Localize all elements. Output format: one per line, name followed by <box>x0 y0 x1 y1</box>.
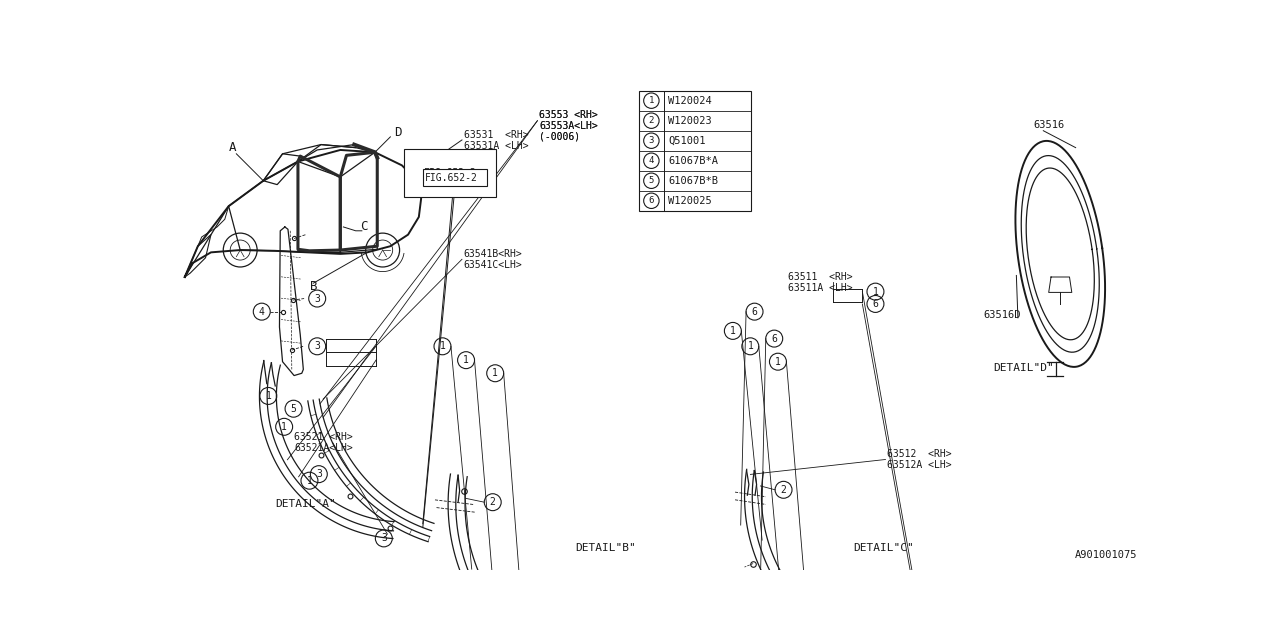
Text: 3: 3 <box>381 533 387 543</box>
Text: 6: 6 <box>751 307 758 317</box>
Text: 61067B*B: 61067B*B <box>668 176 718 186</box>
Text: DETAIL"A": DETAIL"A" <box>275 499 337 509</box>
Text: 2: 2 <box>490 497 495 507</box>
Text: 63521A<LH>: 63521A<LH> <box>294 443 353 453</box>
Text: A: A <box>229 141 237 154</box>
Text: 63531A <LH>: 63531A <LH> <box>463 141 529 151</box>
Text: 1: 1 <box>649 96 654 105</box>
Text: 1: 1 <box>493 368 498 378</box>
Text: 63553 <RH>: 63553 <RH> <box>539 110 598 120</box>
Text: 1: 1 <box>730 326 736 336</box>
Text: W120024: W120024 <box>668 95 712 106</box>
Text: 1: 1 <box>463 355 468 365</box>
Text: 1: 1 <box>439 341 445 351</box>
Text: B: B <box>310 280 317 292</box>
Text: 3: 3 <box>316 469 321 479</box>
Text: 63553A<LH>: 63553A<LH> <box>539 121 598 131</box>
Text: 6: 6 <box>772 333 777 344</box>
Text: 63541B<RH>: 63541B<RH> <box>463 249 522 259</box>
FancyBboxPatch shape <box>424 169 486 186</box>
Text: DETAIL"C": DETAIL"C" <box>852 543 914 553</box>
Text: 4: 4 <box>259 307 265 317</box>
Text: 4: 4 <box>649 156 654 165</box>
Text: FIG.652-2: FIG.652-2 <box>425 173 477 182</box>
Text: 5: 5 <box>649 176 654 185</box>
Text: DETAIL"B": DETAIL"B" <box>576 543 636 553</box>
Text: D: D <box>394 125 402 139</box>
Text: 63516: 63516 <box>1033 120 1065 129</box>
Text: 3: 3 <box>315 294 320 303</box>
Text: 1: 1 <box>748 341 753 351</box>
Text: A901001075: A901001075 <box>1075 550 1137 561</box>
Text: 63511A <LH>: 63511A <LH> <box>788 283 852 292</box>
Text: 5: 5 <box>291 404 297 413</box>
Text: C: C <box>360 220 367 234</box>
Text: 63512A <LH>: 63512A <LH> <box>887 460 951 470</box>
Text: 63512  <RH>: 63512 <RH> <box>887 449 951 459</box>
FancyBboxPatch shape <box>639 91 750 211</box>
Text: 63531  <RH>: 63531 <RH> <box>463 129 529 140</box>
Text: 2: 2 <box>649 116 654 125</box>
Text: 61067B*A: 61067B*A <box>668 156 718 166</box>
Text: (-0006): (-0006) <box>539 132 580 142</box>
Text: 6: 6 <box>873 299 878 309</box>
Text: 1: 1 <box>873 287 878 296</box>
Text: 1: 1 <box>265 391 271 401</box>
Text: W120025: W120025 <box>668 196 712 206</box>
Text: Q51001: Q51001 <box>668 136 705 146</box>
Text: 63553 <RH>: 63553 <RH> <box>539 110 598 120</box>
Text: (-0006): (-0006) <box>539 132 580 142</box>
Text: DETAIL"D": DETAIL"D" <box>993 363 1055 373</box>
Text: 63516D: 63516D <box>983 310 1020 321</box>
Text: W120023: W120023 <box>668 116 712 125</box>
Text: 1: 1 <box>774 356 781 367</box>
Text: 63553A<LH>: 63553A<LH> <box>539 121 598 131</box>
Text: 3: 3 <box>649 136 654 145</box>
Text: FIG.652-2: FIG.652-2 <box>424 168 476 178</box>
Text: 2: 2 <box>781 485 786 495</box>
Text: 63511  <RH>: 63511 <RH> <box>788 272 852 282</box>
Text: 1: 1 <box>282 422 287 432</box>
Text: 6: 6 <box>649 196 654 205</box>
Text: 3: 3 <box>315 341 320 351</box>
Text: 63521 <RH>: 63521 <RH> <box>294 432 353 442</box>
Text: 1: 1 <box>306 476 312 486</box>
Text: 63541C<LH>: 63541C<LH> <box>463 260 522 269</box>
